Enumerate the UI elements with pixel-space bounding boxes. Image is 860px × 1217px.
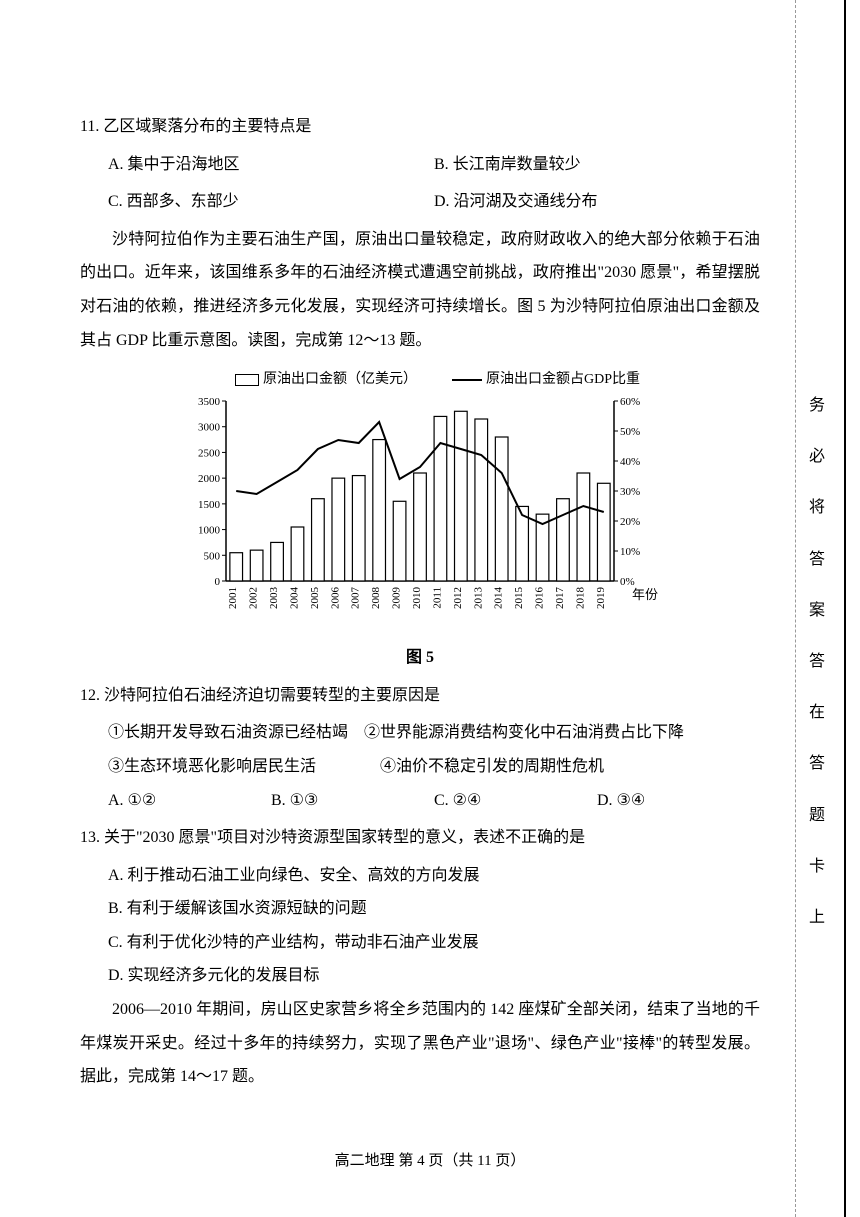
svg-text:2009: 2009 <box>391 586 403 609</box>
q12-opt-d: D. ③④ <box>597 784 760 818</box>
q11-opt-d: D. 沿河湖及交通线分布 <box>434 185 760 219</box>
svg-text:30%: 30% <box>620 486 640 498</box>
svg-text:1500: 1500 <box>198 498 221 510</box>
svg-text:1000: 1000 <box>198 524 221 536</box>
svg-text:10%: 10% <box>620 546 640 558</box>
q12-row1: ①长期开发导致石油资源已经枯竭 ②世界能源消费结构变化中石油消费占比下降 <box>108 716 760 750</box>
q11-opt-c: C. 西部多、东部少 <box>108 185 434 219</box>
legend-line-label: 原油出口金额占GDP比重 <box>486 372 640 387</box>
svg-text:2007: 2007 <box>350 586 362 609</box>
chart-legend: 原油出口金额（亿美元） 原油出口金额占GDP比重 <box>180 365 660 394</box>
chart-caption: 图 5 <box>180 641 660 675</box>
chart-figure-5: 原油出口金额（亿美元） 原油出口金额占GDP比重 0 500 1000 1500 200… <box>180 365 660 675</box>
svg-text:年份: 年份 <box>632 587 658 602</box>
q12-s3: ③生态环境恶化影响居民生活 <box>108 758 316 775</box>
svg-text:2018: 2018 <box>574 586 586 609</box>
svg-text:2001: 2001 <box>227 587 239 609</box>
page-footer: 高二地理 第 4 页（共 11 页） <box>0 1146 860 1178</box>
svg-text:2011: 2011 <box>431 587 443 609</box>
page-fold-line <box>795 0 796 1217</box>
q13-opt-b: B. 有利于缓解该国水资源短缺的问题 <box>80 892 760 926</box>
svg-text:2500: 2500 <box>198 447 221 459</box>
passage-2: 2006—2010 年期间，房山区史家营乡将全乡范围内的 142 座煤矿全部关闭… <box>80 993 760 1094</box>
svg-text:2014: 2014 <box>493 586 505 609</box>
svg-text:2000: 2000 <box>198 473 221 485</box>
q13-opt-a: A. 利于推动石油工业向绿色、安全、高效的方向发展 <box>80 859 760 893</box>
q12-s1: ①长期开发导致石油资源已经枯竭 <box>108 724 348 741</box>
svg-text:2008: 2008 <box>370 586 382 609</box>
legend-bar-label: 原油出口金额（亿美元） <box>263 372 417 387</box>
svg-text:2005: 2005 <box>309 586 321 609</box>
svg-text:3000: 3000 <box>198 421 221 433</box>
passage-1: 沙特阿拉伯作为主要石油生产国，原油出口量较稳定，政府财政收入的绝大部分依赖于石油… <box>80 223 760 357</box>
svg-text:2016: 2016 <box>534 586 546 609</box>
svg-text:2003: 2003 <box>268 586 280 609</box>
q12-row2: ③生态环境恶化影响居民生活 ④油价不稳定引发的周期性危机 <box>108 750 760 784</box>
q11-opt-a: A. 集中于沿海地区 <box>108 148 434 182</box>
q13-opt-d: D. 实现经济多元化的发展目标 <box>80 959 760 993</box>
svg-text:2015: 2015 <box>513 586 525 609</box>
q12-statements: ①长期开发导致石油资源已经枯竭 ②世界能源消费结构变化中石油消费占比下降 ③生态… <box>80 716 760 783</box>
legend-bar: 原油出口金额（亿美元） <box>235 365 417 394</box>
svg-text:50%: 50% <box>620 426 640 438</box>
svg-text:2006: 2006 <box>329 586 341 609</box>
legend-box-icon <box>235 374 259 386</box>
q12-opt-c: C. ②④ <box>434 784 597 818</box>
svg-text:2002: 2002 <box>248 587 260 609</box>
q12-stem: 12. 沙特阿拉伯石油经济迫切需要转型的主要原因是 <box>80 679 760 713</box>
chart-svg: 05001000150020002500300035000%10%20%30%4… <box>180 395 660 625</box>
exam-page: 11. 乙区域聚落分布的主要特点是 A. 集中于沿海地区 B. 长江南岸数量较少… <box>0 0 860 1144</box>
svg-text:3500: 3500 <box>198 396 221 408</box>
q12-s4: ④油价不稳定引发的周期性危机 <box>380 758 604 775</box>
svg-text:20%: 20% <box>620 516 640 528</box>
q13-opt-c: C. 有利于优化沙特的产业结构，带动非石油产业发展 <box>80 926 760 960</box>
svg-text:2004: 2004 <box>288 586 300 609</box>
q12-opt-b: B. ①③ <box>271 784 434 818</box>
svg-text:40%: 40% <box>620 456 640 468</box>
q11-opt-b: B. 长江南岸数量较少 <box>434 148 760 182</box>
svg-text:2019: 2019 <box>595 586 607 609</box>
q11-options-row1: A. 集中于沿海地区 B. 长江南岸数量较少 <box>80 148 760 182</box>
svg-text:2013: 2013 <box>472 586 484 609</box>
svg-text:60%: 60% <box>620 396 640 408</box>
svg-text:2012: 2012 <box>452 587 464 609</box>
svg-text:0: 0 <box>215 576 221 588</box>
svg-text:2017: 2017 <box>554 586 566 609</box>
side-instruction: 务必将答案答在答题卡上 <box>808 380 826 943</box>
svg-text:500: 500 <box>204 550 221 562</box>
q12-options: A. ①② B. ①③ C. ②④ D. ③④ <box>80 784 760 818</box>
page-edge-line <box>844 0 846 1217</box>
q11-options-row2: C. 西部多、东部少 D. 沿河湖及交通线分布 <box>80 185 760 219</box>
q13-stem: 13. 关于"2030 愿景"项目对沙特资源型国家转型的意义，表述不正确的是 <box>80 821 760 855</box>
legend-line: 原油出口金额占GDP比重 <box>452 365 640 394</box>
q11-stem: 11. 乙区域聚落分布的主要特点是 <box>80 110 760 144</box>
q12-opt-a: A. ①② <box>108 784 271 818</box>
svg-text:2010: 2010 <box>411 586 423 609</box>
q12-s2: ②世界能源消费结构变化中石油消费占比下降 <box>364 724 684 741</box>
legend-line-icon <box>452 379 482 381</box>
